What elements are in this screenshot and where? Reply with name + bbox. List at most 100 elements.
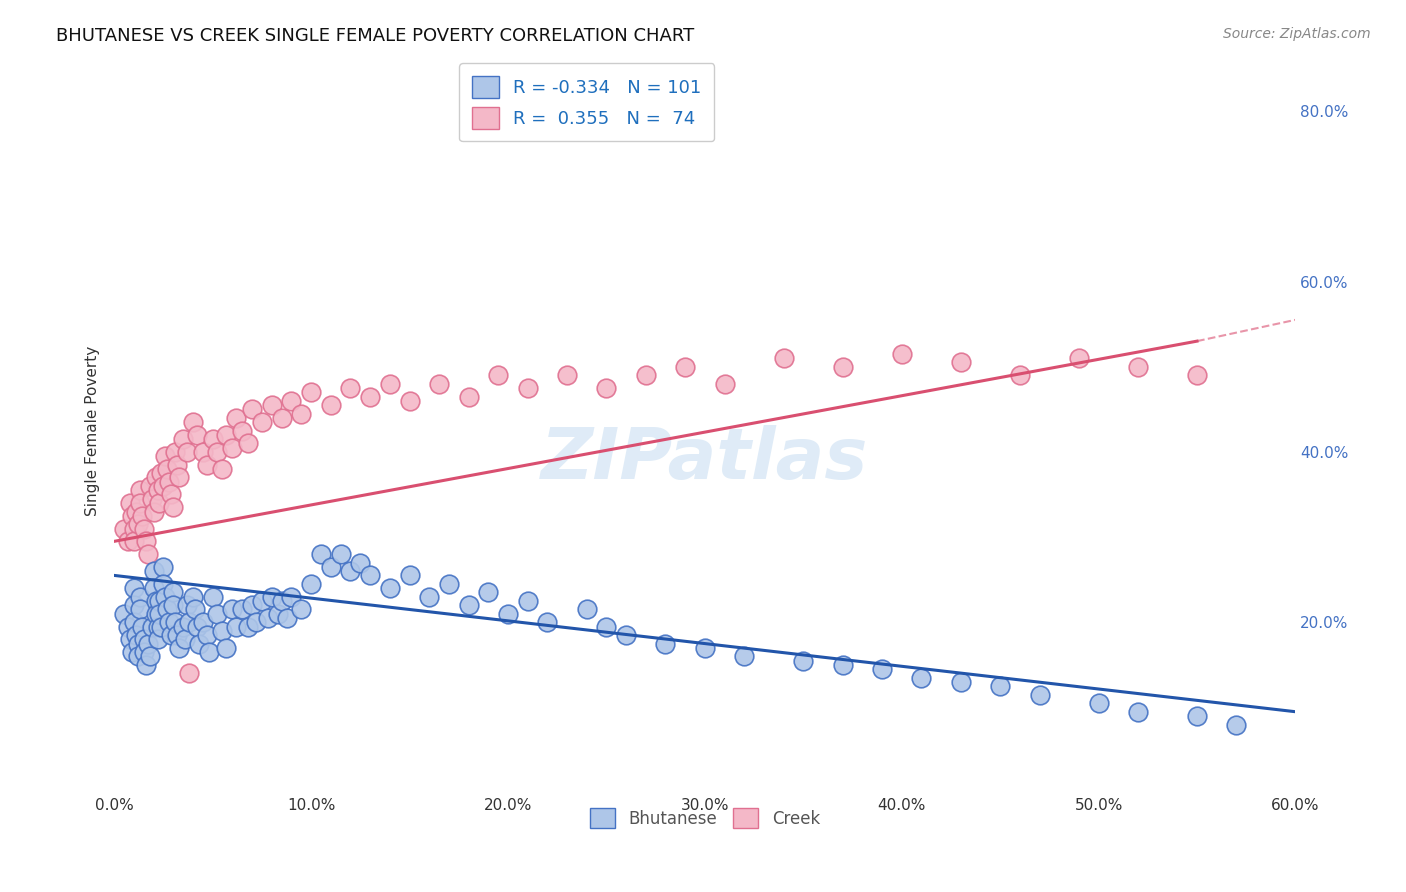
Point (988, 679, 1011, 693)
Point (427, 376, 450, 391)
Point (398, 568, 420, 582)
Point (127, 636, 149, 650)
Point (236, 436, 259, 450)
Point (172, 432, 194, 446)
Point (121, 645, 143, 659)
Y-axis label: Single Female Poverty: Single Female Poverty (86, 345, 100, 516)
Point (152, 577, 174, 591)
Point (128, 496, 150, 510)
Point (870, 662, 893, 676)
Point (457, 599, 479, 613)
Point (256, 611, 278, 625)
Point (157, 475, 180, 489)
Point (205, 607, 228, 621)
Point (949, 674, 972, 689)
Point (141, 491, 163, 506)
Point (270, 410, 292, 425)
Point (831, 657, 853, 672)
Point (595, 381, 617, 395)
Point (211, 624, 233, 638)
Point (195, 458, 218, 472)
Point (136, 547, 159, 561)
Point (176, 599, 198, 613)
Point (112, 607, 135, 621)
Point (132, 632, 155, 647)
Point (166, 458, 188, 472)
Point (290, 407, 312, 421)
Point (1225, 717, 1247, 731)
Point (186, 619, 208, 633)
Point (231, 602, 253, 616)
Point (122, 599, 145, 613)
Point (201, 432, 224, 446)
Point (211, 462, 233, 476)
Point (201, 590, 224, 604)
Point (157, 615, 180, 630)
Point (112, 522, 135, 536)
Point (290, 602, 312, 616)
Point (634, 368, 657, 383)
Point (792, 654, 814, 668)
Point (378, 581, 401, 595)
Point (359, 390, 381, 404)
Point (166, 628, 188, 642)
Point (117, 619, 139, 633)
Point (240, 599, 263, 613)
Point (266, 607, 288, 621)
Point (162, 585, 184, 599)
Point (831, 359, 853, 374)
Point (555, 368, 578, 383)
Point (245, 615, 267, 630)
Point (148, 607, 170, 621)
Point (191, 445, 214, 459)
Point (136, 636, 159, 650)
Point (135, 657, 157, 672)
Legend: Bhutanese, Creek: Bhutanese, Creek (583, 801, 827, 835)
Point (1185, 709, 1208, 723)
Point (910, 671, 932, 685)
Point (128, 590, 150, 604)
Point (673, 359, 696, 374)
Point (187, 636, 209, 650)
Point (122, 534, 145, 549)
Point (595, 619, 617, 633)
Point (176, 445, 198, 459)
Point (516, 594, 538, 608)
Point (457, 390, 479, 404)
Point (1126, 359, 1149, 374)
Point (127, 517, 149, 532)
Point (186, 427, 208, 442)
Point (122, 581, 145, 595)
Point (1126, 705, 1149, 719)
Point (127, 649, 149, 664)
Point (150, 466, 173, 480)
Point (299, 385, 322, 400)
Point (145, 594, 167, 608)
Point (215, 640, 238, 655)
Point (181, 590, 204, 604)
Point (118, 496, 141, 510)
Point (121, 508, 143, 523)
Point (236, 619, 259, 633)
Point (486, 368, 509, 383)
Point (215, 427, 238, 442)
Point (146, 619, 169, 633)
Point (142, 504, 165, 518)
Point (152, 560, 174, 574)
Point (240, 402, 263, 417)
Point (181, 415, 204, 429)
Point (231, 424, 253, 438)
Point (309, 547, 332, 561)
Point (118, 632, 141, 647)
Point (148, 594, 170, 608)
Point (319, 398, 342, 412)
Point (319, 560, 342, 574)
Point (250, 594, 273, 608)
Point (174, 632, 197, 647)
Point (221, 441, 243, 455)
Point (260, 398, 283, 412)
Point (536, 615, 558, 630)
Point (156, 462, 179, 476)
Point (145, 470, 167, 484)
Point (172, 619, 194, 633)
